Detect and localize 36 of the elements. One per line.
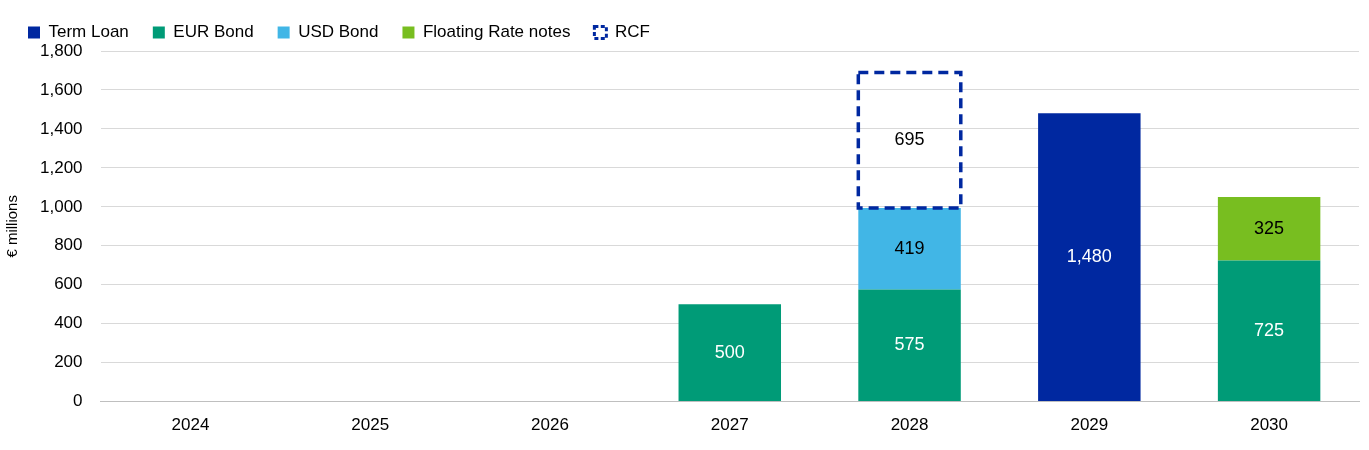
y-axis-title: € millions: [3, 195, 21, 258]
data-label: 725: [1254, 319, 1285, 340]
y-tick-label: 400: [54, 313, 83, 333]
y-tick-label: 600: [54, 274, 83, 294]
bar: [858, 289, 961, 402]
legend-label: Term Loan: [48, 22, 129, 42]
data-label: 575: [894, 334, 925, 355]
y-tick-label: 1,000: [39, 196, 83, 216]
bar: [1217, 197, 1321, 261]
bar: [1217, 260, 1321, 402]
bar: [678, 304, 782, 402]
legend-label: EUR Bond: [173, 22, 254, 42]
y-tick-label: 800: [54, 235, 83, 255]
x-tick-label: 2029: [1070, 415, 1109, 435]
y-tick-label: 1,400: [39, 118, 83, 138]
x-tick-label: 2026: [531, 415, 569, 435]
y-tick-label: 1,800: [39, 40, 83, 60]
data-label: 1,480: [1066, 246, 1112, 267]
x-tick-label: 2024: [171, 415, 210, 435]
data-label: 419: [894, 237, 925, 258]
x-tick-label: 2028: [890, 415, 929, 435]
legend-label: Floating Rate notes: [422, 22, 571, 42]
data-label: 325: [1254, 217, 1285, 238]
y-tick-label: 0: [73, 391, 83, 411]
x-tick-label: 2027: [710, 415, 749, 435]
bar: [858, 207, 961, 290]
legend-label: RCF: [614, 22, 650, 42]
y-tick-label: 1,200: [39, 157, 83, 177]
x-tick-label: 2030: [1250, 415, 1289, 435]
y-tick-label: 200: [54, 352, 83, 372]
bar: [1038, 113, 1141, 402]
data-label: 695: [894, 129, 925, 150]
data-label: 500: [714, 341, 745, 362]
x-tick-label: 2025: [351, 415, 390, 435]
y-tick-label: 1,600: [39, 79, 83, 99]
legend-label: USD Bond: [298, 22, 379, 42]
